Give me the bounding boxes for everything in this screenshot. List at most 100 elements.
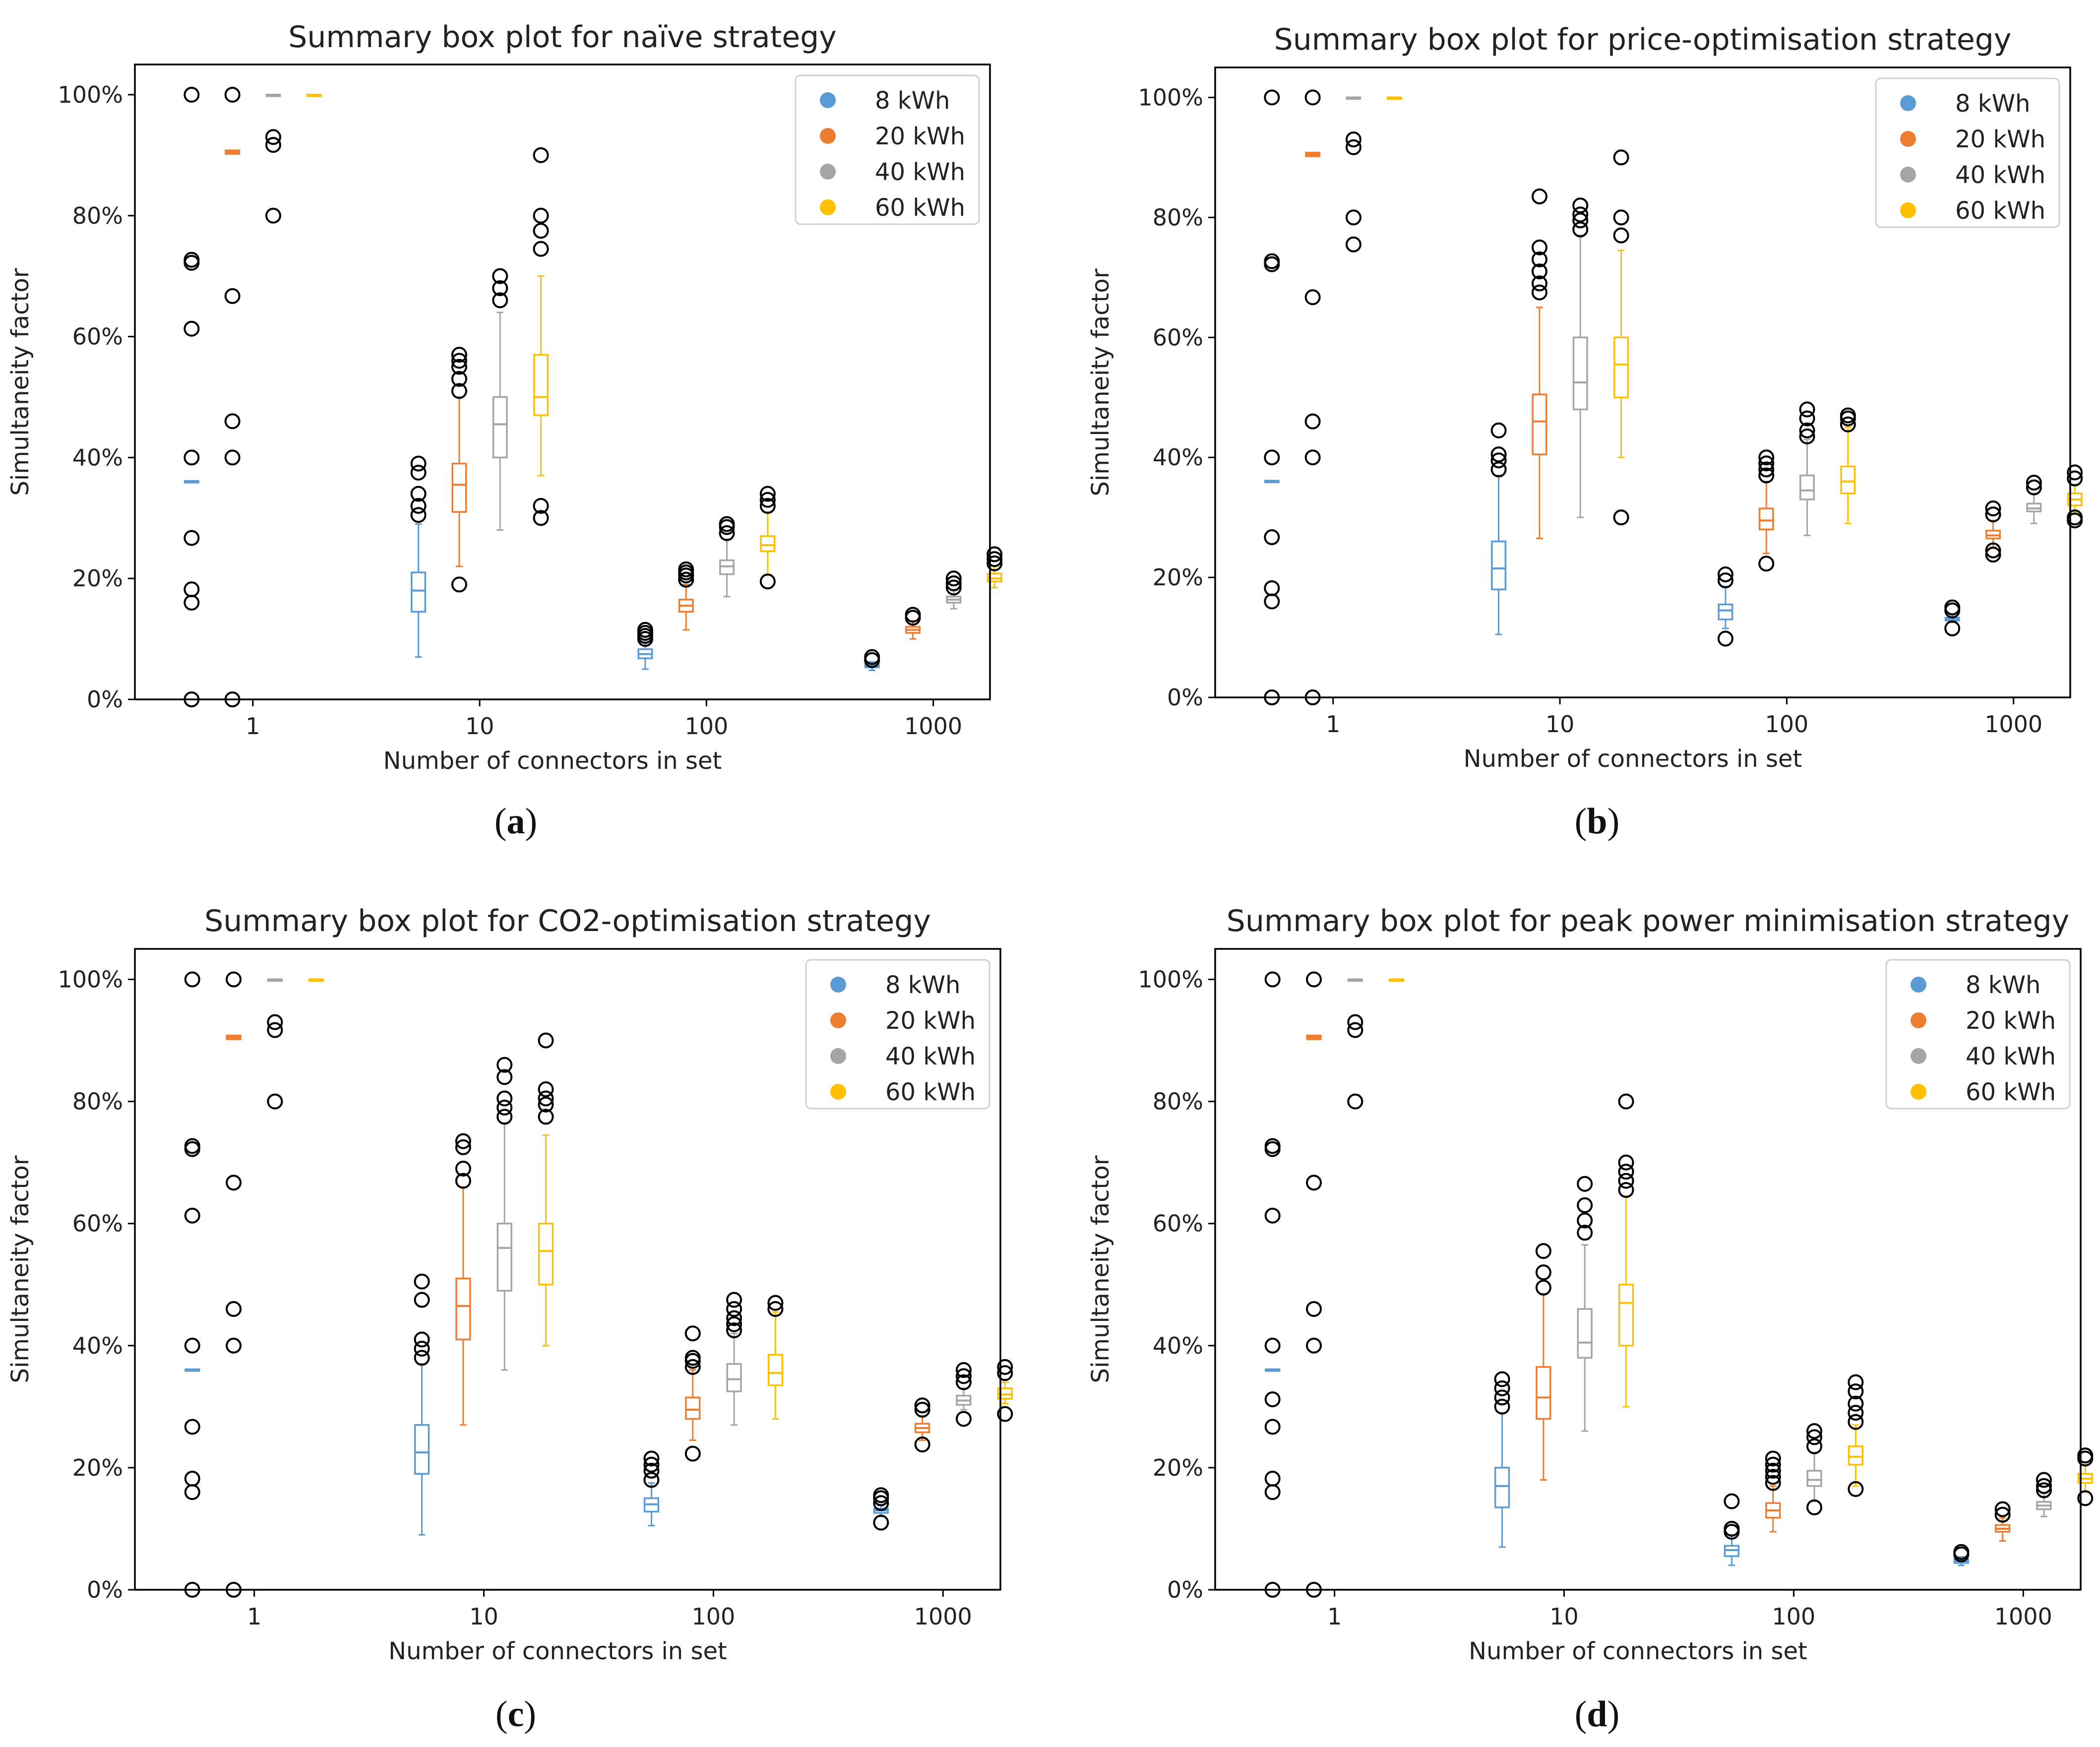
box-40kwh-1000 [2026,474,2042,524]
outlier-point [759,492,776,508]
chart-panel-a: Summary box plot for naïve strategy 0% 20%… [6,20,1003,842]
box-8kwh-1 [184,971,200,1598]
outlier-point [414,1331,430,1348]
legend-marker [1900,95,1916,111]
box-8kwh-1000 [1953,1544,1970,1566]
x-tick-label: 1000 [914,1603,972,1630]
outlier-point [414,1292,430,1308]
outlier-point [1799,428,1815,444]
y-tick-label: 60% [72,323,123,350]
box-iqr [1613,336,1629,398]
x-axis-label: Number of connectors in set [1464,745,1802,773]
x-tick-label: 100 [692,1603,736,1630]
outlier-point [226,971,242,988]
y-tick-label: 60% [72,1210,123,1237]
y-tick-label: 40% [72,444,123,471]
y-tick-label: 80% [1153,1088,1203,1115]
outlier-point [1848,1405,1864,1421]
outlier-point [1345,131,1361,148]
legend-label: 60 kWh [1966,1078,2056,1106]
y-tick-label: 60% [1153,324,1203,351]
outlier-point [224,413,241,430]
box-iqr [1718,603,1733,621]
outlier-point [1618,1173,1634,1189]
outlier-point [1306,1337,1322,1354]
y-axis-label: Simultaneity factor [1087,1155,1114,1383]
plot-frame [1214,66,2071,698]
box-60kwh-100 [759,486,776,590]
outlier-point [1347,1093,1363,1110]
box-iqr [760,535,776,553]
x-tick-label: 100 [1772,1603,1816,1630]
outlier-point [1304,289,1321,306]
outlier-point [1765,1456,1781,1473]
outlier-point [1765,1475,1781,1491]
outlier-point [533,147,549,163]
outlier-point [1531,251,1547,268]
x-tick-label: 100 [1765,711,1808,738]
outlier-point [538,1109,554,1125]
legend-marker [1911,977,1926,993]
outlier-point [538,1081,554,1098]
chart-title: Summary box plot for price-optimisation … [1274,22,2012,57]
outlier-point [726,1301,742,1317]
box-20kwh-1000 [905,607,921,640]
outlier-point [414,1340,430,1357]
outlier-point [1994,1501,2011,1517]
y-tick-label: 20% [1153,564,1203,591]
outlier-point [997,1359,1013,1375]
box-iqr [1799,474,1815,500]
chart-title: Summary box plot for peak power minimisa… [1227,904,2070,938]
legend: 8 kWh 20 kWh 40 kWh 60 kWh [1885,959,2071,1110]
outlier-point [184,1419,200,1435]
panel-caption: (d) [1575,1694,1619,1735]
outlier-point [1848,1395,1864,1412]
outlier-point [455,1139,471,1155]
box-8kwh-100 [643,1450,660,1527]
box-60kwh-100 [1840,407,1856,524]
outlier-point [455,1160,471,1177]
legend-marker [820,199,836,215]
chart-panel-b: Summary box plot for price-optimisation … [1087,22,2083,842]
outlier-point [1799,410,1815,427]
box-40kwh-100 [719,516,735,598]
outlier-point [1985,547,2001,563]
box-40kwh-10 [1572,197,1589,518]
outlier-point [496,1090,513,1107]
outlier-point [2067,464,2083,481]
outlier-point [1572,197,1589,214]
outlier-point [767,1295,784,1311]
outlier-point [184,971,200,988]
outlier-point [726,1316,742,1332]
outlier-point [1535,1243,1551,1259]
outlier-point [684,1359,701,1375]
box-40kwh-1000 [2036,1472,2052,1517]
x-axis-label: Number of connectors in set [1469,1637,1807,1665]
y-axis-label: Simultaneity factor [6,268,34,496]
outlier-point [1953,1544,1970,1560]
outlier-point [1535,1264,1551,1281]
outlier-point [1717,572,1733,589]
box-8kwh-1 [184,86,200,707]
outlier-point [1264,1337,1281,1354]
box-20kwh-1 [1304,89,1321,705]
outlier-point [224,86,241,103]
box-8kwh-1000 [873,1487,889,1531]
outlier-point [2036,1482,2052,1498]
outlier-point [1717,566,1733,583]
y-tick-label: 0% [1167,684,1203,711]
legend-label: 20 kWh [1955,125,2045,153]
box-40kwh-100 [1799,401,1815,536]
legend-marker [830,1084,846,1100]
box-iqr [496,1222,512,1292]
box-iqr [1840,465,1856,495]
outlier-point [2036,1478,2052,1494]
outlier-point [684,1445,701,1462]
outlier-point [643,1450,660,1467]
outlier-point [643,1472,660,1488]
outlier-point [451,383,467,399]
legend-marker [1911,1012,1926,1028]
box-iqr [1494,1467,1510,1508]
legend-marker [820,128,836,144]
